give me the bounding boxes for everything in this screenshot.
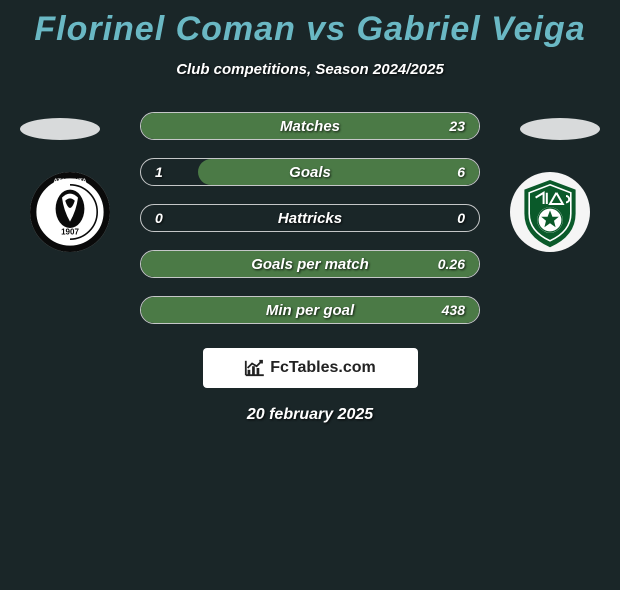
stats-container: ATALANTA 1907 Matches 23 1 Goals 6 0 Hattricks… [0, 112, 620, 324]
stat-row: Matches 23 [140, 112, 480, 140]
player-left-marker [20, 118, 100, 140]
page-title: Florinel Coman vs Gabriel Veiga [0, 10, 620, 49]
stat-label: Hattricks [278, 210, 342, 227]
stats-list: Matches 23 1 Goals 6 0 Hattricks 0 Goals per mat… [140, 112, 480, 324]
stat-label: Matches [280, 118, 340, 135]
atalanta-icon: ATALANTA 1907 [30, 172, 110, 252]
chart-icon [244, 359, 266, 377]
stat-row: Min per goal 438 [140, 296, 480, 324]
svg-text:ATALANTA: ATALANTA [53, 178, 87, 185]
stat-value-right: 438 [442, 302, 465, 318]
stat-label: Goals per match [251, 256, 369, 273]
date-label: 20 february 2025 [0, 406, 620, 424]
stat-value-left: 0 [155, 210, 163, 226]
brand-label: FcTables.com [270, 359, 376, 377]
stat-value-right: 23 [449, 118, 465, 134]
stat-fill [198, 159, 479, 185]
team-badge-right [510, 172, 590, 252]
stat-label: Min per goal [266, 302, 354, 319]
brand-box[interactable]: FcTables.com [203, 348, 418, 388]
stat-row: 1 Goals 6 [140, 158, 480, 186]
stat-label: Goals [289, 164, 331, 181]
svg-text:1907: 1907 [61, 227, 79, 236]
stat-value-right: 0.26 [438, 256, 465, 272]
stat-value-left: 1 [155, 164, 163, 180]
player-right-marker [520, 118, 600, 140]
subtitle: Club competitions, Season 2024/2025 [0, 61, 620, 78]
stat-value-right: 6 [457, 164, 465, 180]
team-badge-left: ATALANTA 1907 [30, 172, 110, 252]
al-ahli-icon [510, 172, 590, 252]
stat-value-right: 0 [457, 210, 465, 226]
stat-row: Goals per match 0.26 [140, 250, 480, 278]
stat-row: 0 Hattricks 0 [140, 204, 480, 232]
